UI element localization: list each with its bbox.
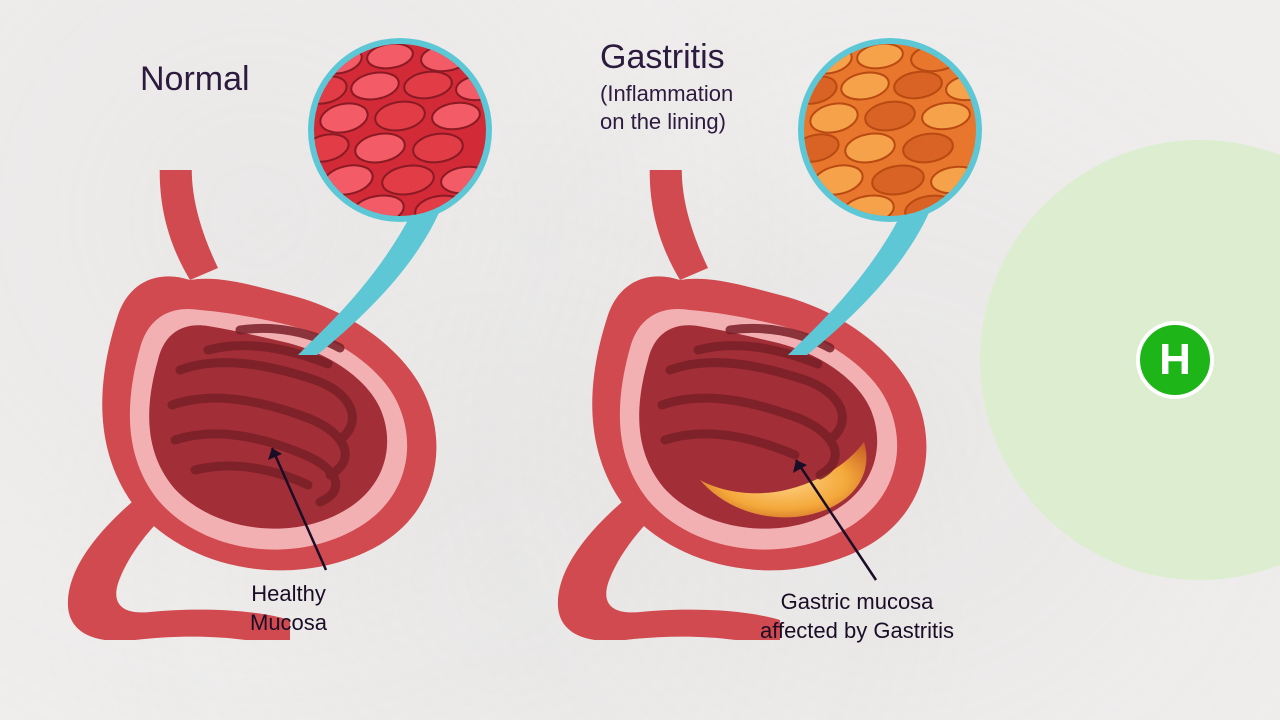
panel-normal: Normal (40, 0, 540, 720)
logo-badge: H (1136, 321, 1214, 399)
arrow-gastritis (780, 440, 920, 590)
arrow-normal (260, 430, 380, 580)
caption-gastritis-text: Gastric mucosa affected by Gastritis (760, 589, 954, 643)
title-normal: Normal (140, 60, 250, 99)
caption-normal: Healthy Mucosa (250, 580, 327, 637)
caption-normal-l1: Healthy Mucosa (250, 581, 327, 635)
panel-gastritis: Gastritis (Inflammation on the lining) (530, 0, 1030, 720)
title-gastritis: Gastritis (600, 38, 725, 77)
magnifier-gastritis (790, 30, 990, 230)
logo-letter: H (1159, 335, 1191, 385)
caption-gastritis: Gastric mucosa affected by Gastritis (760, 588, 954, 645)
subtitle-gastritis: (Inflammation on the lining) (600, 80, 733, 135)
magnifier-normal (300, 30, 500, 230)
